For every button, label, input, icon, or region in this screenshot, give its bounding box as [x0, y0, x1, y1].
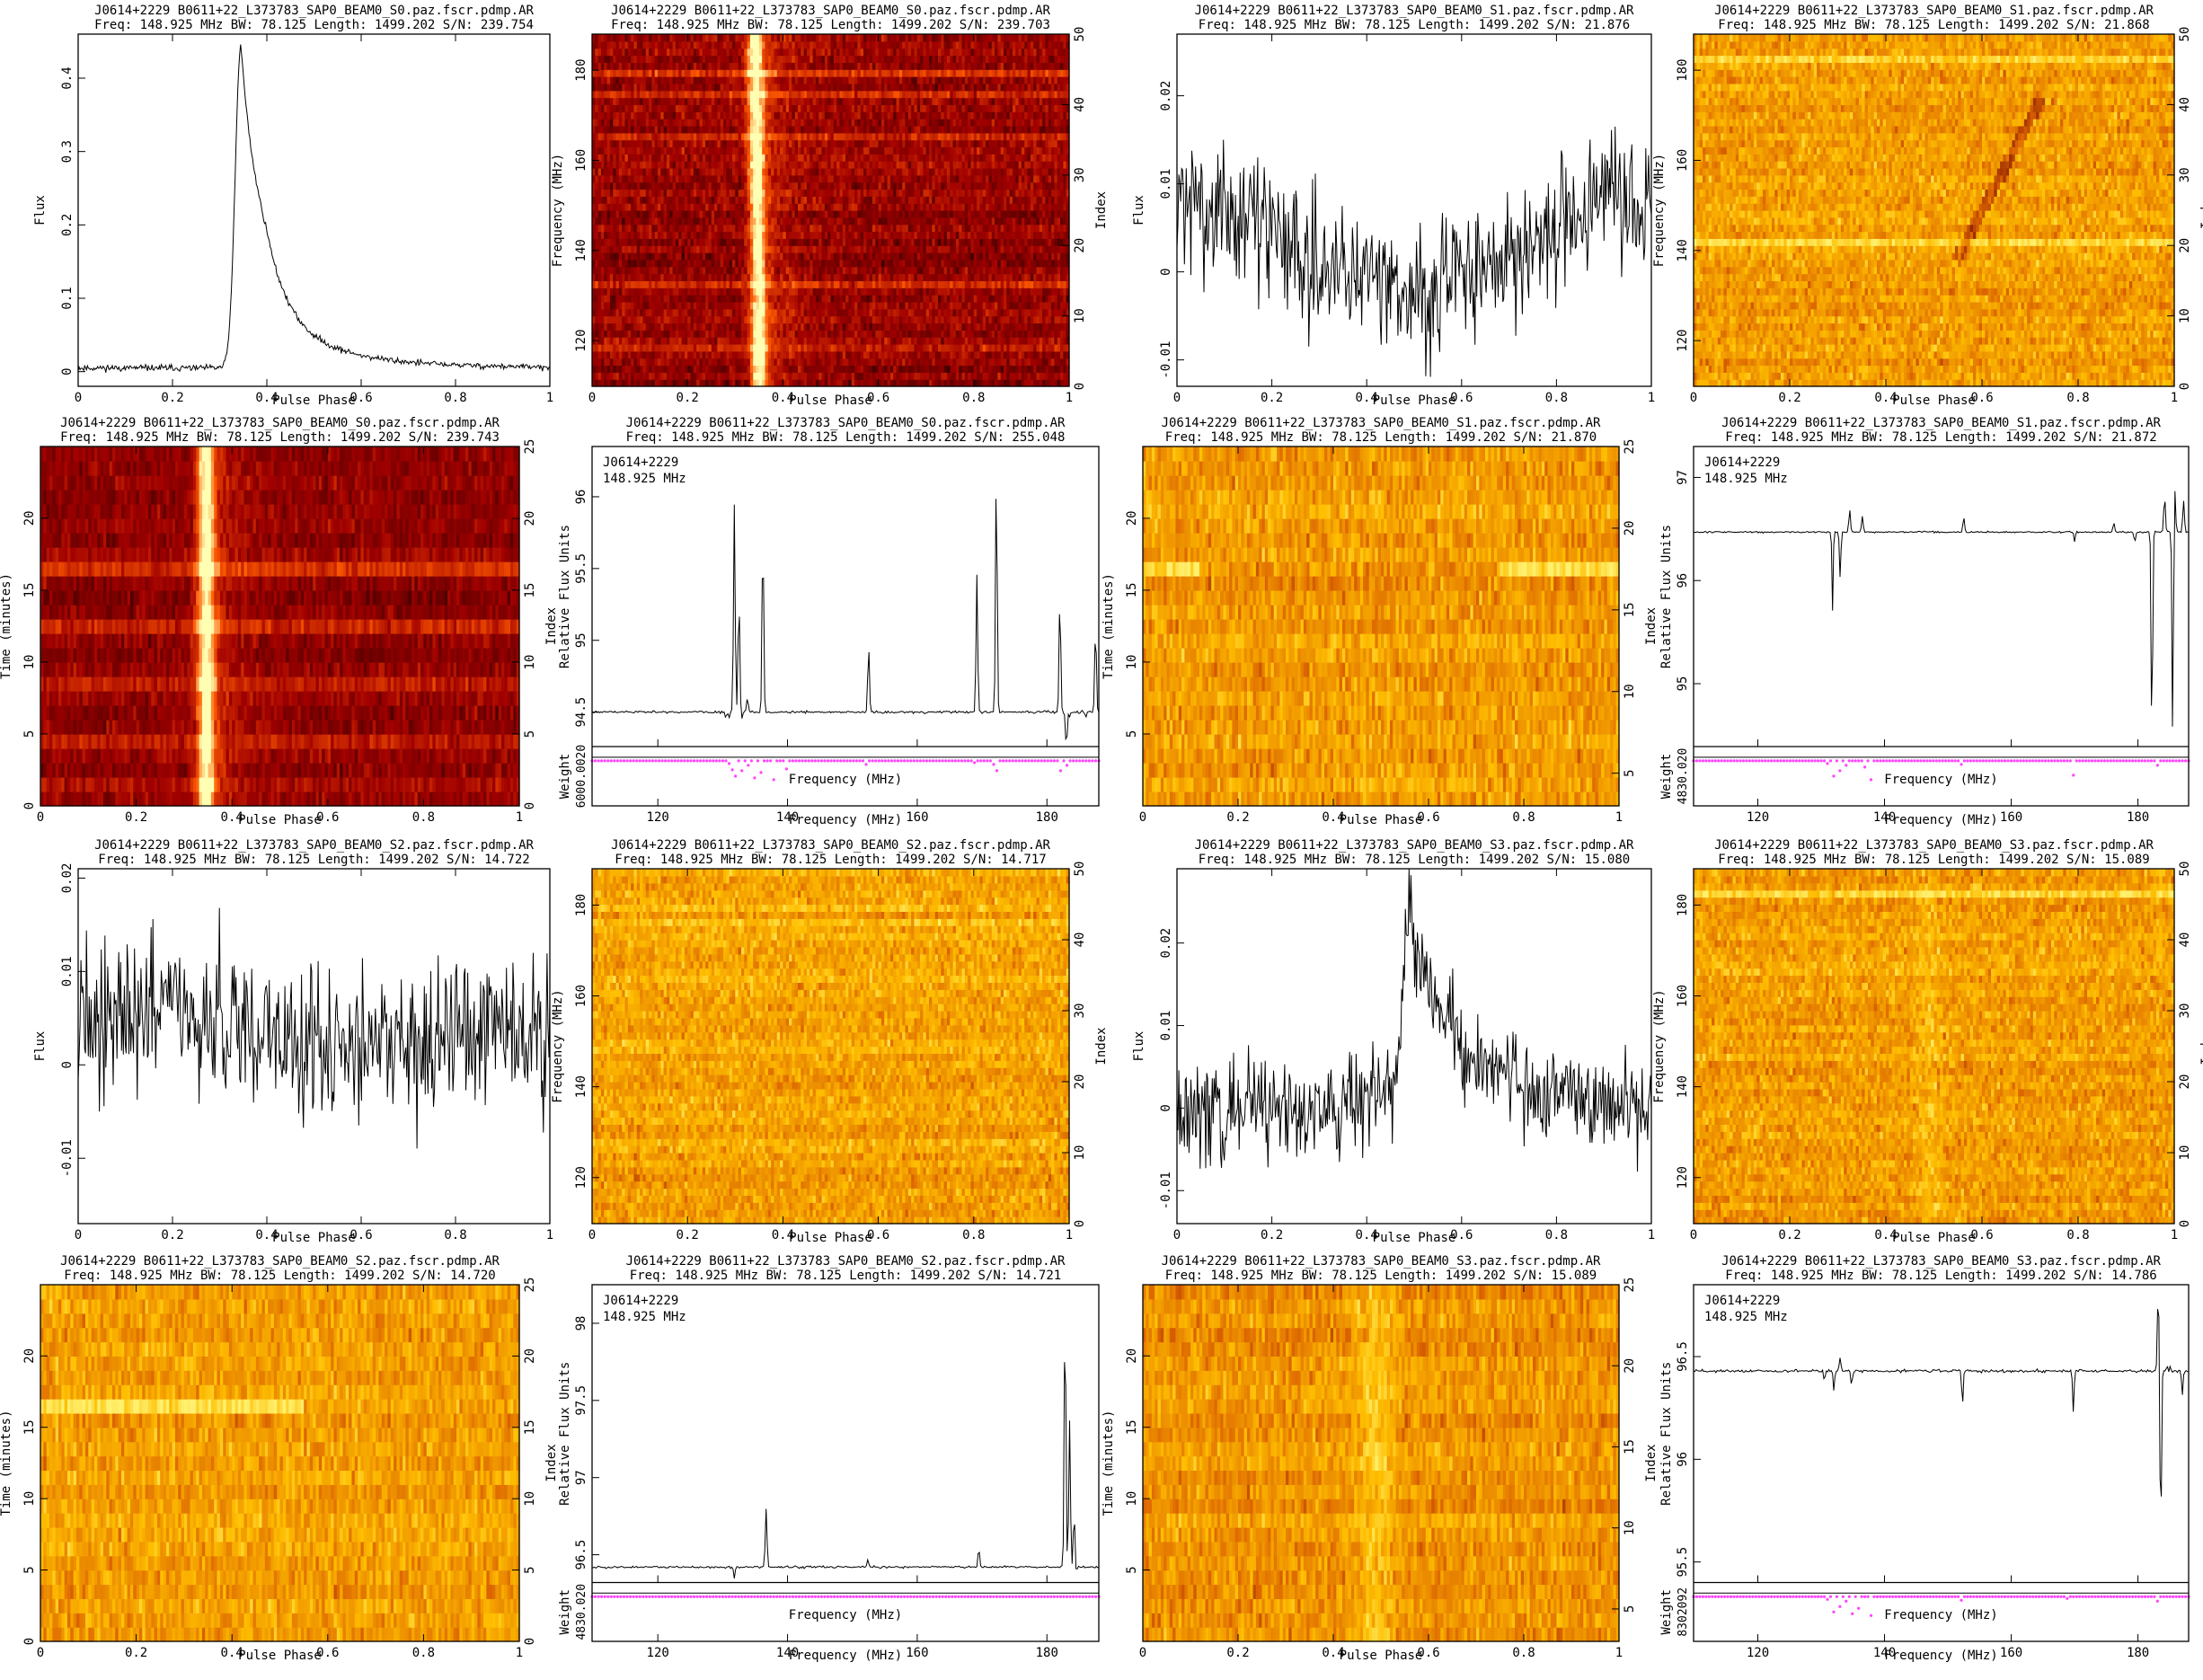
- p1-xtick-label: 0.8: [444, 391, 466, 405]
- p1-xtick-label: 0: [75, 391, 82, 405]
- p1-chart: J0614+2229 B0611+22_L373783_SAP0_BEAM0_S…: [33, 4, 553, 408]
- p1-title: J0614+2229 B0611+22_L373783_SAP0_BEAM0_S…: [94, 4, 534, 18]
- p2-title: J0614+2229 B0611+22_L373783_SAP0_BEAM0_S…: [611, 4, 1050, 18]
- p1-frame: [78, 34, 550, 386]
- p1-xtick-label: 0.2: [161, 391, 183, 405]
- p1-subtitle: Freq: 148.925 MHz BW: 78.125 Length: 149…: [94, 18, 534, 32]
- p1-ytick-label: 0: [60, 367, 75, 375]
- p2-chart: J0614+2229 B0611+22_L373783_SAP0_BEAM0_S…: [551, 4, 1109, 408]
- p1-ytick-label: 0.1: [60, 287, 75, 309]
- p1-ytick-label: 0.4: [60, 66, 75, 89]
- p2-subtitle: Freq: 148.925 MHz BW: 78.125 Length: 149…: [611, 18, 1050, 32]
- p1-ytick-label: 0.2: [60, 214, 75, 236]
- p1-xlabel: Pulse Phase: [272, 393, 356, 408]
- p1-xtick-label: 1: [546, 391, 553, 405]
- p1-ylabel: Flux: [33, 195, 48, 225]
- p1-ytick-label: 0.3: [60, 140, 75, 163]
- p1-profile-line: [78, 45, 550, 373]
